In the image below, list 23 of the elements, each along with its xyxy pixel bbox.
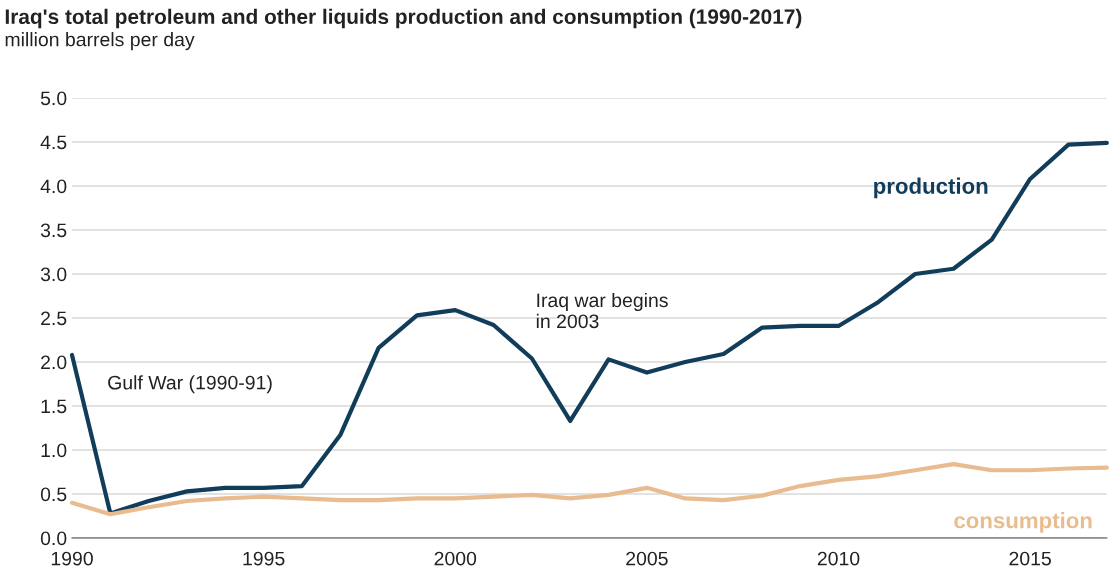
y-tick-label: 3.5 bbox=[40, 223, 67, 238]
chart-subtitle: million barrels per day bbox=[5, 32, 195, 51]
x-tick-label: 1990 bbox=[51, 551, 93, 566]
series-label: consumption bbox=[954, 512, 1092, 533]
y-tick-label: 0.0 bbox=[40, 531, 67, 546]
y-tick-label: 2.5 bbox=[41, 311, 67, 326]
annotation: Gulf War (1990-91) bbox=[108, 375, 272, 394]
y-tick-label: 0.5 bbox=[40, 487, 67, 502]
x-tick-label: 2000 bbox=[434, 551, 477, 566]
y-tick-label: 5.0 bbox=[40, 91, 67, 106]
y-tick-label: 3.0 bbox=[40, 267, 67, 282]
x-tick-label: 2005 bbox=[626, 551, 668, 566]
series-label: production bbox=[874, 177, 988, 199]
y-tick-label: 1.0 bbox=[41, 443, 67, 458]
y-tick-label: 4.5 bbox=[40, 135, 67, 150]
x-tick-label: 2015 bbox=[1009, 551, 1051, 566]
x-tick-label: 2010 bbox=[817, 551, 860, 566]
y-tick-label: 1.5 bbox=[41, 399, 67, 414]
x-tick-label: 1995 bbox=[243, 551, 285, 566]
annotation: Iraq war begins in 2003 bbox=[536, 292, 668, 329]
y-tick-label: 4.0 bbox=[40, 179, 67, 194]
y-tick-label: 2.0 bbox=[41, 355, 67, 370]
chart-title: Iraq's total petroleum and other liquids production and consumption (1990-2017) bbox=[5, 8, 802, 29]
